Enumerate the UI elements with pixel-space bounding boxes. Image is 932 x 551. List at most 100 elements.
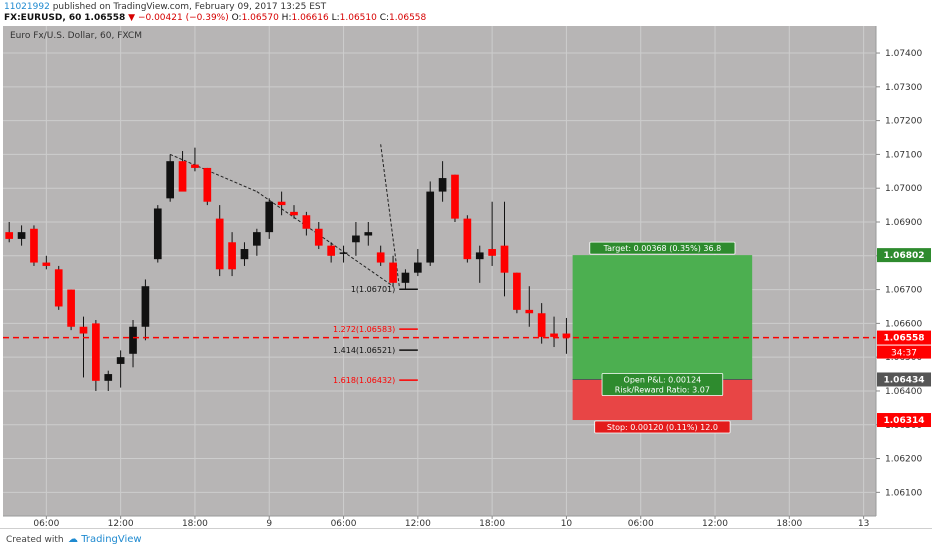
candle-body bbox=[290, 211, 298, 216]
price-axis[interactable] bbox=[876, 26, 932, 516]
low-value: 1.06510 bbox=[339, 13, 377, 23]
low-label: L: bbox=[331, 13, 340, 23]
candle-body bbox=[191, 164, 199, 168]
open-label: O: bbox=[231, 13, 242, 23]
candle-body bbox=[42, 262, 51, 266]
tradingview-brand: TradingView bbox=[81, 534, 142, 545]
candle-body bbox=[265, 201, 274, 233]
y-tick-label: 1.07000 bbox=[885, 184, 922, 194]
y-tick-label: 1.06400 bbox=[885, 387, 922, 397]
pnl-label-text: Open P&L: 0.00124 bbox=[624, 375, 702, 384]
last-price-tag-text: 1.06558 bbox=[884, 334, 925, 344]
candle-body bbox=[438, 178, 447, 192]
candle-body bbox=[562, 333, 571, 338]
x-tick-label: 12:00 bbox=[702, 519, 728, 528]
high-value: 1.06616 bbox=[291, 13, 329, 23]
candle-body bbox=[17, 232, 26, 239]
x-tick-label: 18:00 bbox=[776, 519, 802, 528]
candles bbox=[5, 147, 571, 391]
stop-label-box bbox=[594, 420, 731, 434]
candle-body bbox=[463, 218, 472, 260]
fibonacci-levels: 1(1.06701) 1.272(1.06583) 1.414(1.06521) 1.… bbox=[333, 285, 418, 385]
candle-body bbox=[129, 326, 137, 354]
candle-body bbox=[413, 262, 422, 273]
candle-body bbox=[79, 326, 88, 334]
published-text: published on TradingView.com, February 0… bbox=[52, 2, 327, 12]
candle-body bbox=[537, 313, 546, 337]
position-zones bbox=[572, 255, 753, 421]
entry-price-tag-bg bbox=[877, 372, 931, 387]
target-price-tag-text: 1.06802 bbox=[884, 251, 925, 261]
candle-body bbox=[327, 245, 335, 256]
target-label-box bbox=[589, 241, 736, 255]
target-zone[interactable] bbox=[572, 255, 753, 380]
candle-body bbox=[525, 309, 534, 314]
x-tick-label: 10 bbox=[561, 519, 573, 528]
candle-body bbox=[203, 167, 212, 202]
x-tick-label: 06:00 bbox=[331, 519, 357, 528]
price-chart[interactable]: 1(1.06701) 1.272(1.06583) 1.414(1.06521) 1.… bbox=[0, 0, 932, 528]
fib-dash-2 bbox=[256, 191, 394, 287]
price-axis-tags: 1.06802 1.06558 1.06434 1.06314 34:37 bbox=[877, 248, 931, 428]
last-price-value: 1.06558 bbox=[84, 13, 126, 23]
y-tick-label: 1.07400 bbox=[885, 49, 922, 59]
pnl-label-box bbox=[601, 373, 724, 396]
time-axis[interactable] bbox=[0, 516, 932, 528]
target-label-text: Target: 0.00368 (0.35%) 36.8 bbox=[603, 244, 722, 253]
stop-price-tag-text: 1.06314 bbox=[884, 416, 925, 426]
price-change: ▼ −0.00421 (−0.39%) bbox=[128, 13, 229, 23]
candle-body bbox=[339, 252, 348, 254]
candle-body bbox=[178, 161, 187, 192]
candle-body bbox=[550, 333, 558, 337]
target-price-tag-bg bbox=[877, 248, 931, 263]
fib-dash-1 bbox=[169, 153, 258, 193]
fib-connector-lines bbox=[169, 144, 400, 287]
candle-body bbox=[426, 191, 435, 263]
y-tick-label: 1.06600 bbox=[885, 319, 922, 329]
candle-body bbox=[215, 218, 224, 270]
candle-body bbox=[513, 272, 521, 310]
y-tick-label: 1.07100 bbox=[885, 150, 922, 160]
candle-body bbox=[54, 269, 63, 307]
close-value: 1.06558 bbox=[389, 13, 427, 23]
x-tick-label: 18:00 bbox=[479, 519, 505, 528]
fib-level-label: 1.272(1.06583) bbox=[333, 325, 395, 334]
ohlc-line: FX:EURUSD, 60 1.06558 ▼ −0.00421 (−0.39%… bbox=[4, 13, 426, 23]
candle-body bbox=[240, 249, 249, 260]
candle-body bbox=[228, 242, 236, 270]
candle-body bbox=[153, 208, 162, 260]
high-label: H: bbox=[281, 13, 292, 23]
chart-title: Euro Fx/U.S. Dollar, 60, FXCM bbox=[10, 31, 142, 41]
publish-line: 11021992 published on TradingView.com, F… bbox=[4, 2, 326, 12]
y-tick-label: 1.07300 bbox=[885, 83, 922, 93]
y-tick-label: 1.06200 bbox=[885, 455, 922, 465]
created-with-text: Created with bbox=[6, 535, 64, 545]
time-axis-ticks: 06:00 12:00 18:00 9 06:00 12:00 18:00 10 06:00 12… bbox=[33, 516, 869, 528]
candle-body bbox=[314, 228, 323, 246]
entry-price-tag-text: 1.06434 bbox=[884, 375, 925, 385]
x-tick-label: 18:00 bbox=[182, 519, 208, 528]
candle-body bbox=[364, 232, 373, 236]
candle-body bbox=[253, 232, 261, 246]
x-tick-label: 12:00 bbox=[405, 519, 431, 528]
x-tick-label: 13 bbox=[858, 519, 869, 528]
tradingview-logo[interactable]: ☁ TradingView bbox=[68, 534, 142, 545]
footer: Created with ☁ TradingView bbox=[0, 528, 932, 551]
candle-body bbox=[67, 289, 75, 327]
candle-body bbox=[475, 252, 484, 260]
x-tick-label: 06:00 bbox=[33, 519, 59, 528]
candle-body bbox=[277, 201, 286, 206]
candle-body bbox=[116, 357, 125, 364]
y-tick-label: 1.07200 bbox=[885, 117, 922, 127]
fib-level-label: 1(1.06701) bbox=[351, 285, 395, 294]
candle-body bbox=[352, 235, 360, 243]
candle-body bbox=[104, 374, 113, 381]
candle-body bbox=[500, 245, 509, 273]
candle-body bbox=[488, 249, 496, 256]
user-id-link[interactable]: 11021992 bbox=[4, 2, 50, 12]
fib-level-label: 1.618(1.06432) bbox=[333, 376, 395, 385]
x-tick-label: 12:00 bbox=[108, 519, 134, 528]
pnl-label-text: Risk/Reward Ratio: 3.07 bbox=[615, 385, 710, 394]
symbol-label: FX:EURUSD, 60 bbox=[4, 13, 82, 23]
position-labels: Target: 0.00368 (0.35%) 36.8 Stop: 0.0012… bbox=[589, 241, 736, 434]
